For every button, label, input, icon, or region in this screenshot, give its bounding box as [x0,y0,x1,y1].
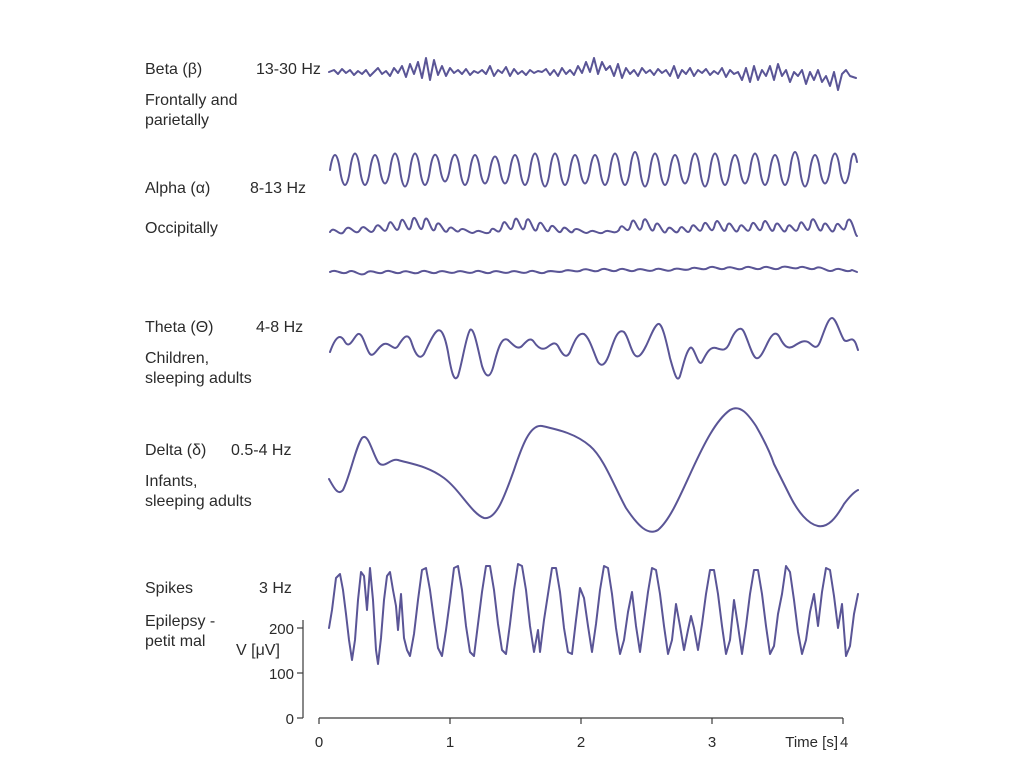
x-tick-label-2: 2 [577,734,585,751]
y-tick-label-0: 0 [286,711,294,728]
delta-band-subject-line2: sleeping adults [145,493,252,510]
x-tick-label-4: 4 [840,734,848,751]
x-tick-label-3: 3 [708,734,716,751]
spikes-frequency: 3 Hz [259,580,292,597]
beta-band-frequency: 13-30 Hz [256,61,321,78]
alpha-trace-1 [329,151,858,188]
delta-band-subject-line1: Infants, [145,473,198,490]
y-tick-label-100: 100 [269,666,294,683]
theta-band-subject-line2: sleeping adults [145,370,252,387]
alpha-band-frequency: 8-13 Hz [250,180,307,197]
theta-band-frequency: 4-8 Hz [256,319,304,336]
beta-band-name: Beta (β) [145,61,203,78]
spikes-condition-line1: Epilepsy - [145,613,216,630]
alpha-band-name: Alpha (α) [145,180,211,197]
delta-band-frequency: 0.5-4 Hz [231,442,292,459]
y-axis-label: V [μV] [236,642,280,659]
x-tick-label-1: 1 [446,734,454,751]
theta-trace [329,317,859,380]
theta-band-name: Theta (Θ) [145,319,214,336]
alpha-trace-2 [329,217,858,237]
alpha-trace-3 [329,265,858,276]
x-axis-label: Time [s] [785,734,838,751]
spikes-trace [328,563,859,665]
spikes-name: Spikes [145,580,194,597]
delta-band-name: Delta (δ) [145,442,207,459]
spikes-condition-line2: petit mal [145,633,206,650]
beta-band-location-line2: parietally [145,112,210,129]
y-tick-label-200: 200 [269,621,294,638]
theta-band-subject-line1: Children, [145,350,210,367]
beta-band-location-line1: Frontally and [145,92,238,109]
delta-trace [328,407,859,533]
beta-trace [328,57,857,91]
alpha-band-location: Occipitally [145,220,218,237]
x-tick-label-0: 0 [315,734,323,751]
